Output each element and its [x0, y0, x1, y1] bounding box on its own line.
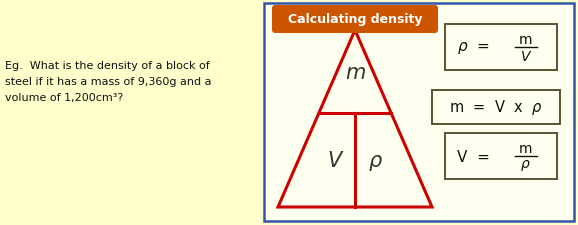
Text: Eg.  What is the density of a block of: Eg. What is the density of a block of [5, 61, 210, 71]
Polygon shape [278, 31, 432, 207]
Text: V: V [328, 151, 342, 170]
Text: $\rho$: $\rho$ [520, 158, 531, 173]
FancyBboxPatch shape [272, 6, 438, 34]
FancyBboxPatch shape [445, 25, 557, 71]
FancyBboxPatch shape [445, 133, 557, 179]
Text: m  =  V  x  $\rho$: m = V x $\rho$ [449, 98, 543, 117]
Text: V: V [521, 50, 531, 64]
Text: m: m [519, 141, 532, 155]
FancyBboxPatch shape [264, 4, 574, 221]
Text: Calculating density: Calculating density [288, 14, 423, 26]
Text: volume of 1,200cm³?: volume of 1,200cm³? [5, 93, 123, 103]
Text: steel if it has a mass of 9,360g and a: steel if it has a mass of 9,360g and a [5, 77, 212, 87]
FancyBboxPatch shape [432, 91, 560, 124]
Text: V  =: V = [457, 149, 490, 164]
Text: $\rho$  =: $\rho$ = [457, 40, 490, 56]
Text: m: m [345, 62, 365, 82]
Text: ρ: ρ [368, 151, 381, 170]
Text: m: m [519, 33, 532, 47]
